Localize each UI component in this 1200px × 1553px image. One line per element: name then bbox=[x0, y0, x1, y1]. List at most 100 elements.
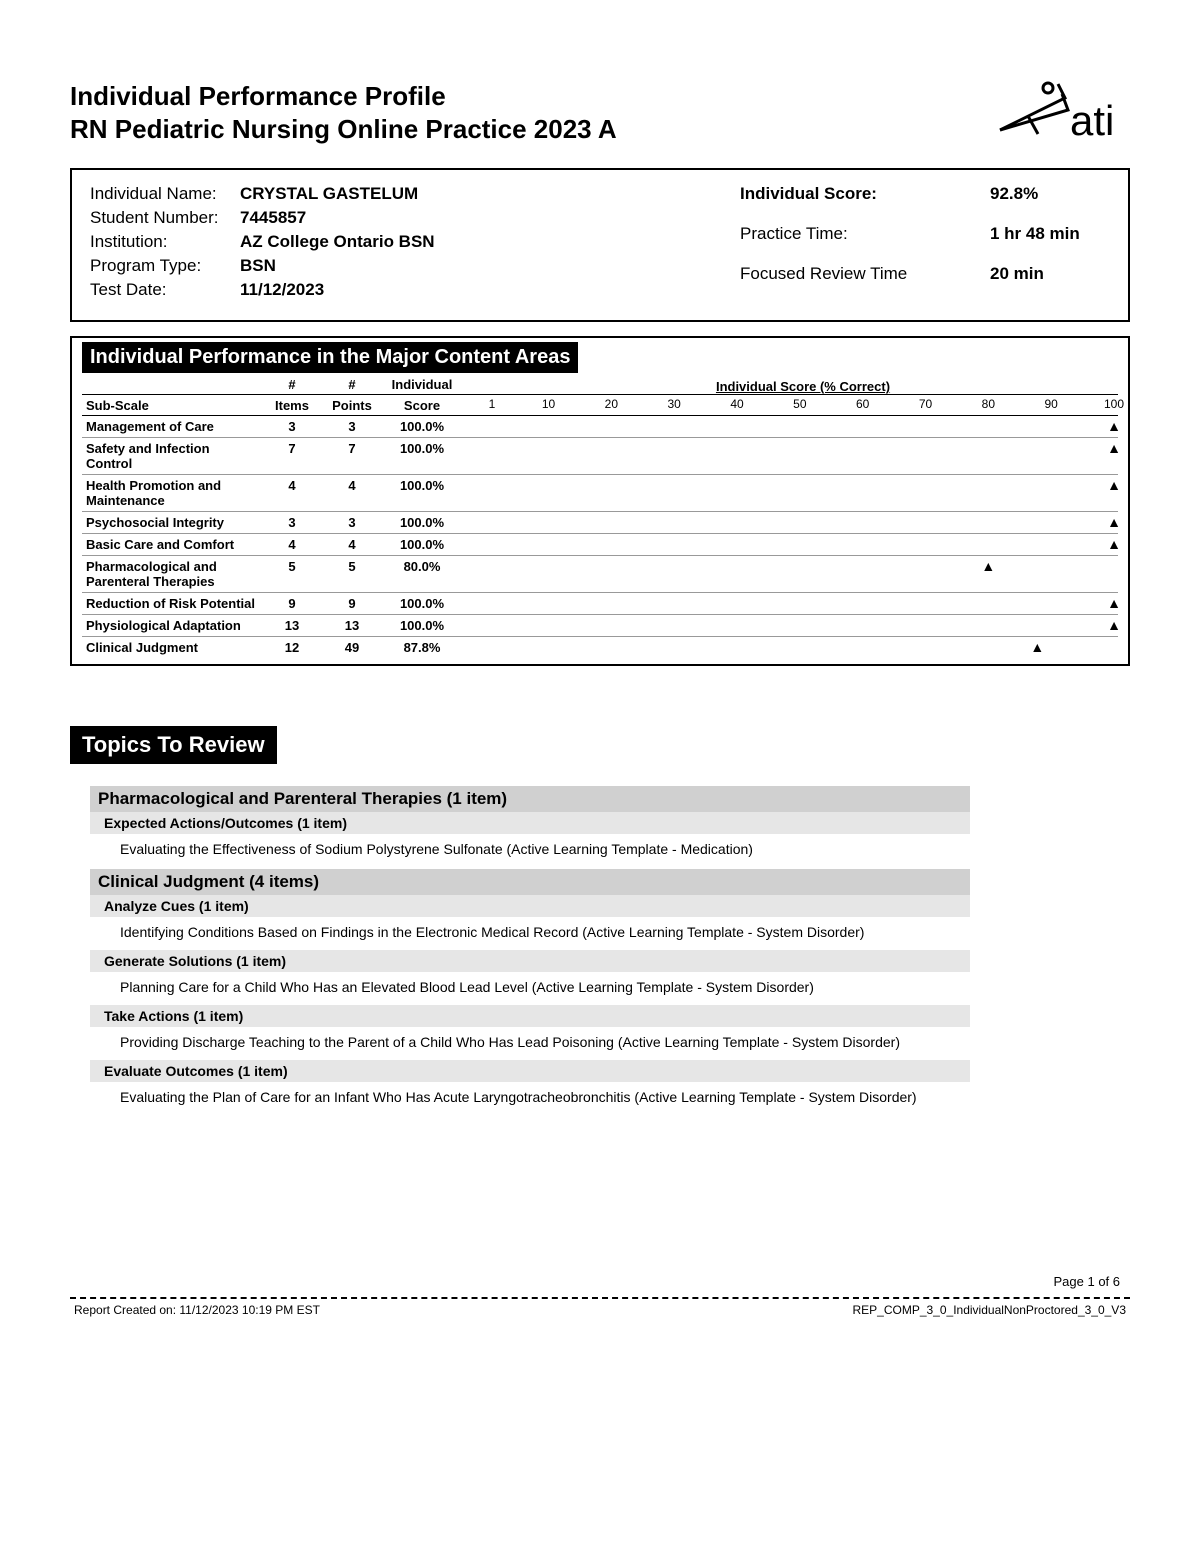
topic-item: Evaluating the Effectiveness of Sodium P… bbox=[90, 834, 970, 867]
info-row: Focused Review Time20 min bbox=[740, 262, 1110, 302]
chart-cell: ▲ bbox=[462, 438, 1118, 475]
items-value: 4 bbox=[262, 475, 322, 512]
items-value: 3 bbox=[262, 512, 322, 534]
items-value: 13 bbox=[262, 615, 322, 637]
items-value: 4 bbox=[262, 534, 322, 556]
table-row: Basic Care and Comfort44100.0%▲ bbox=[82, 534, 1118, 556]
topic-category: Clinical Judgment (4 items) bbox=[90, 869, 970, 895]
score-header: Score bbox=[382, 395, 462, 416]
chart-cell: ▲ bbox=[462, 615, 1118, 637]
topic-subcategory: Expected Actions/Outcomes (1 item) bbox=[90, 812, 970, 834]
axis-tick: 60 bbox=[856, 397, 869, 411]
table-row: Management of Care33100.0%▲ bbox=[82, 416, 1118, 438]
axis-tick: 70 bbox=[919, 397, 932, 411]
items-value: 12 bbox=[262, 637, 322, 659]
info-value: BSN bbox=[240, 254, 435, 278]
info-value: AZ College Ontario BSN bbox=[240, 230, 435, 254]
chart-cell: ▲ bbox=[462, 637, 1118, 659]
report-created-text: Report Created on: 11/12/2023 10:19 PM E… bbox=[74, 1303, 320, 1317]
score-top-header: Individual bbox=[382, 375, 462, 395]
title-line-1: Individual Performance Profile bbox=[70, 80, 617, 113]
points-top-header: # bbox=[322, 375, 382, 395]
triangle-marker-icon: ▲ bbox=[1107, 617, 1121, 633]
info-value: CRYSTAL GASTELUM bbox=[240, 182, 435, 206]
info-value: 92.8% bbox=[990, 182, 1110, 222]
report-ref-text: REP_COMP_3_0_IndividualNonProctored_3_0_… bbox=[852, 1303, 1126, 1317]
subscale-name: Pharmacological and Parenteral Therapies bbox=[82, 556, 262, 593]
items-top-header: # bbox=[262, 375, 322, 395]
chart-cell: ▲ bbox=[462, 475, 1118, 512]
table-row: Psychosocial Integrity33100.0%▲ bbox=[82, 512, 1118, 534]
info-label: Individual Name: bbox=[90, 182, 240, 206]
points-header: Points bbox=[322, 395, 382, 416]
info-label: Institution: bbox=[90, 230, 240, 254]
info-value: 20 min bbox=[990, 262, 1110, 302]
subscale-name: Health Promotion and Maintenance bbox=[82, 475, 262, 512]
page-footer: Page 1 of 6 Report Created on: 11/12/202… bbox=[70, 1274, 1130, 1317]
items-value: 3 bbox=[262, 416, 322, 438]
topic-category: Pharmacological and Parenteral Therapies… bbox=[90, 786, 970, 812]
subscale-name: Management of Care bbox=[82, 416, 262, 438]
performance-box: Individual Performance in the Major Cont… bbox=[70, 336, 1130, 666]
report-header: Individual Performance Profile RN Pediat… bbox=[70, 80, 1130, 150]
score-value: 100.0% bbox=[382, 534, 462, 556]
info-row: Practice Time:1 hr 48 min bbox=[740, 222, 1110, 262]
table-row: Clinical Judgment124987.8% ▲ bbox=[82, 637, 1118, 659]
axis-tick: 90 bbox=[1044, 397, 1057, 411]
chart-cell: ▲ bbox=[462, 416, 1118, 438]
triangle-marker-icon: ▲ bbox=[1030, 639, 1044, 655]
subscale-name: Clinical Judgment bbox=[82, 637, 262, 659]
score-value: 100.0% bbox=[382, 416, 462, 438]
score-value: 87.8% bbox=[382, 637, 462, 659]
triangle-marker-icon: ▲ bbox=[1107, 595, 1121, 611]
title-block: Individual Performance Profile RN Pediat… bbox=[70, 80, 617, 145]
axis-tick: 80 bbox=[982, 397, 995, 411]
items-header: Items bbox=[262, 395, 322, 416]
score-value: 80.0% bbox=[382, 556, 462, 593]
score-value: 100.0% bbox=[382, 475, 462, 512]
axis-tick: 50 bbox=[793, 397, 806, 411]
points-value: 13 bbox=[322, 615, 382, 637]
axis-tick: 40 bbox=[730, 397, 743, 411]
subscale-name: Basic Care and Comfort bbox=[82, 534, 262, 556]
subscale-name: Safety and Infection Control bbox=[82, 438, 262, 475]
points-value: 5 bbox=[322, 556, 382, 593]
table-row: Reduction of Risk Potential99100.0%▲ bbox=[82, 593, 1118, 615]
info-label: Student Number: bbox=[90, 206, 240, 230]
chart-cell: ▲ bbox=[462, 534, 1118, 556]
chart-cell: ▲ bbox=[462, 593, 1118, 615]
score-value: 100.0% bbox=[382, 615, 462, 637]
axis-tick: 10 bbox=[542, 397, 555, 411]
header-row-bottom: Sub-Scale Items Points Score 11020304050… bbox=[82, 395, 1118, 416]
items-value: 9 bbox=[262, 593, 322, 615]
items-value: 7 bbox=[262, 438, 322, 475]
info-value: 1 hr 48 min bbox=[990, 222, 1110, 262]
points-value: 3 bbox=[322, 512, 382, 534]
topic-subcategory: Evaluate Outcomes (1 item) bbox=[90, 1060, 970, 1082]
points-value: 4 bbox=[322, 475, 382, 512]
score-value: 100.0% bbox=[382, 512, 462, 534]
axis-tick: 30 bbox=[668, 397, 681, 411]
triangle-marker-icon: ▲ bbox=[1107, 418, 1121, 434]
triangle-marker-icon: ▲ bbox=[1107, 440, 1121, 456]
info-left-column: Individual Name:CRYSTAL GASTELUMStudent … bbox=[90, 182, 435, 302]
triangle-marker-icon: ▲ bbox=[981, 558, 995, 574]
table-row: Safety and Infection Control77100.0%▲ bbox=[82, 438, 1118, 475]
info-row: Individual Name:CRYSTAL GASTELUM bbox=[90, 182, 435, 206]
topics-block: Pharmacological and Parenteral Therapies… bbox=[70, 786, 970, 1114]
subscale-name: Physiological Adaptation bbox=[82, 615, 262, 637]
info-label: Test Date: bbox=[90, 278, 240, 302]
info-label: Practice Time: bbox=[740, 222, 990, 262]
info-label: Program Type: bbox=[90, 254, 240, 278]
subscale-name: Psychosocial Integrity bbox=[82, 512, 262, 534]
ati-logo-icon: ati bbox=[990, 80, 1130, 150]
performance-table: # # Individual Individual Score (% Corre… bbox=[82, 375, 1118, 658]
student-info-box: Individual Name:CRYSTAL GASTELUMStudent … bbox=[70, 168, 1130, 322]
info-right-column: Individual Score:92.8%Practice Time:1 hr… bbox=[740, 182, 1110, 302]
table-row: Health Promotion and Maintenance44100.0%… bbox=[82, 475, 1118, 512]
axis-tick: 100 bbox=[1104, 397, 1124, 411]
points-value: 49 bbox=[322, 637, 382, 659]
footer-divider bbox=[70, 1297, 1130, 1299]
page-number: Page 1 of 6 bbox=[70, 1274, 1130, 1289]
topic-subcategory: Analyze Cues (1 item) bbox=[90, 895, 970, 917]
